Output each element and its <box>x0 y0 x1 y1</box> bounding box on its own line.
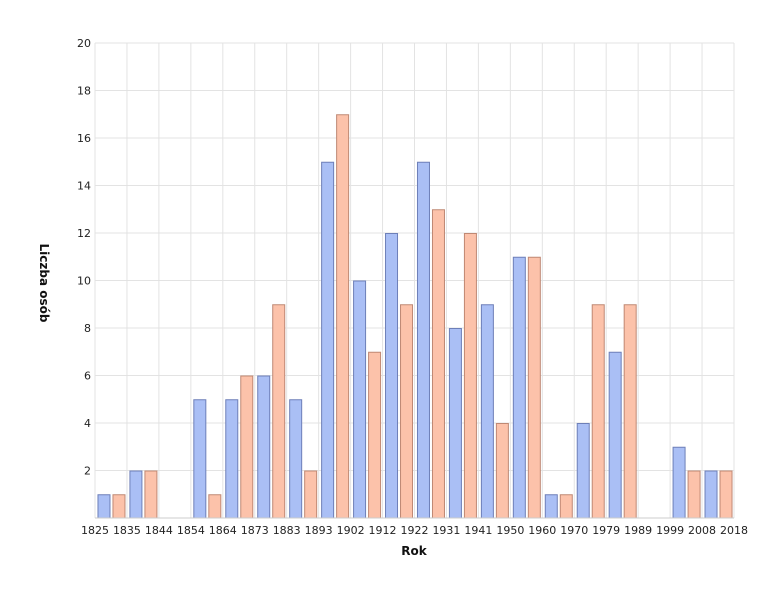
bar-series-2 <box>144 470 158 519</box>
x-tick-label: 1844 <box>145 524 173 537</box>
x-tick-label: 1999 <box>656 524 684 537</box>
x-tick-label: 1854 <box>177 524 205 537</box>
bars <box>97 114 733 519</box>
x-tick-label: 1835 <box>113 524 141 537</box>
bar-series-2 <box>687 470 701 519</box>
y-tick-label: 16 <box>77 132 91 145</box>
bar-series-1 <box>353 280 367 519</box>
y-tick-label: 14 <box>77 180 91 193</box>
x-tick-label: 1912 <box>369 524 397 537</box>
bar-series-1 <box>129 470 143 519</box>
x-tick-label: 1979 <box>592 524 620 537</box>
x-tick-label: 1970 <box>560 524 588 537</box>
bar-series-2 <box>495 423 509 519</box>
bar-series-2 <box>240 375 254 519</box>
bar-series-2 <box>112 494 126 519</box>
bar-series-1 <box>608 351 622 519</box>
x-tick-label: 1902 <box>337 524 365 537</box>
y-tick-label: 6 <box>84 370 91 383</box>
bar-series-1 <box>416 161 430 519</box>
bar-series-1 <box>544 494 558 519</box>
bar-series-2 <box>719 470 733 519</box>
bar-series-2 <box>559 494 573 519</box>
bar-series-1 <box>97 494 111 519</box>
bar-series-2 <box>272 304 286 519</box>
bar-series-2 <box>368 351 382 519</box>
bar-series-2 <box>336 114 350 519</box>
y-axis-title: Liczba osób <box>37 244 51 323</box>
y-tick-label: 12 <box>77 227 91 240</box>
x-tick-label: 1864 <box>209 524 237 537</box>
bar-series-1 <box>480 304 494 519</box>
y-tick-label: 18 <box>77 85 91 98</box>
bar-series-2 <box>623 304 637 519</box>
bar-series-1 <box>704 470 718 519</box>
x-tick-label: 2008 <box>688 524 716 537</box>
bar-series-1 <box>257 375 271 519</box>
bar-series-1 <box>512 256 526 519</box>
x-tick-label: 1941 <box>464 524 492 537</box>
bar-series-1 <box>289 399 303 519</box>
bar-series-1 <box>321 161 335 519</box>
bar-series-2 <box>527 256 541 519</box>
x-tick-label: 2018 <box>720 524 748 537</box>
bar-series-2 <box>591 304 605 519</box>
bar-series-2 <box>208 494 222 519</box>
y-tick-label: 2 <box>84 465 91 478</box>
bar-series-1 <box>385 233 399 519</box>
bar-series-2 <box>304 470 318 519</box>
bar-series-1 <box>448 328 462 519</box>
bar-series-1 <box>225 399 239 519</box>
y-tick-label: 20 <box>77 37 91 50</box>
x-tick-label: 1989 <box>624 524 652 537</box>
bar-series-1 <box>576 423 590 519</box>
x-tick-label: 1950 <box>496 524 524 537</box>
grid <box>94 42 735 518</box>
bar-series-1 <box>672 446 686 519</box>
bar-series-2 <box>400 304 414 519</box>
x-tick-label: 1883 <box>273 524 301 537</box>
axes: 2 4 6 8 10 12 14 16 18 20 1825 1835 1844 1854 1864 1873… <box>77 37 748 537</box>
y-tick-label: 8 <box>84 322 91 335</box>
bar-series-2 <box>463 233 477 519</box>
x-tick-label: 1931 <box>432 524 460 537</box>
x-tick-label: 1960 <box>528 524 556 537</box>
y-tick-label: 10 <box>77 275 91 288</box>
bar-series-1 <box>193 399 207 519</box>
x-tick-label: 1922 <box>401 524 429 537</box>
x-tick-label: 1893 <box>305 524 333 537</box>
bar-series-2 <box>431 209 445 519</box>
x-axis-title: Rok <box>401 544 427 558</box>
x-tick-label: 1825 <box>81 524 109 537</box>
y-tick-label: 4 <box>84 417 91 430</box>
x-tick-label: 1873 <box>241 524 269 537</box>
